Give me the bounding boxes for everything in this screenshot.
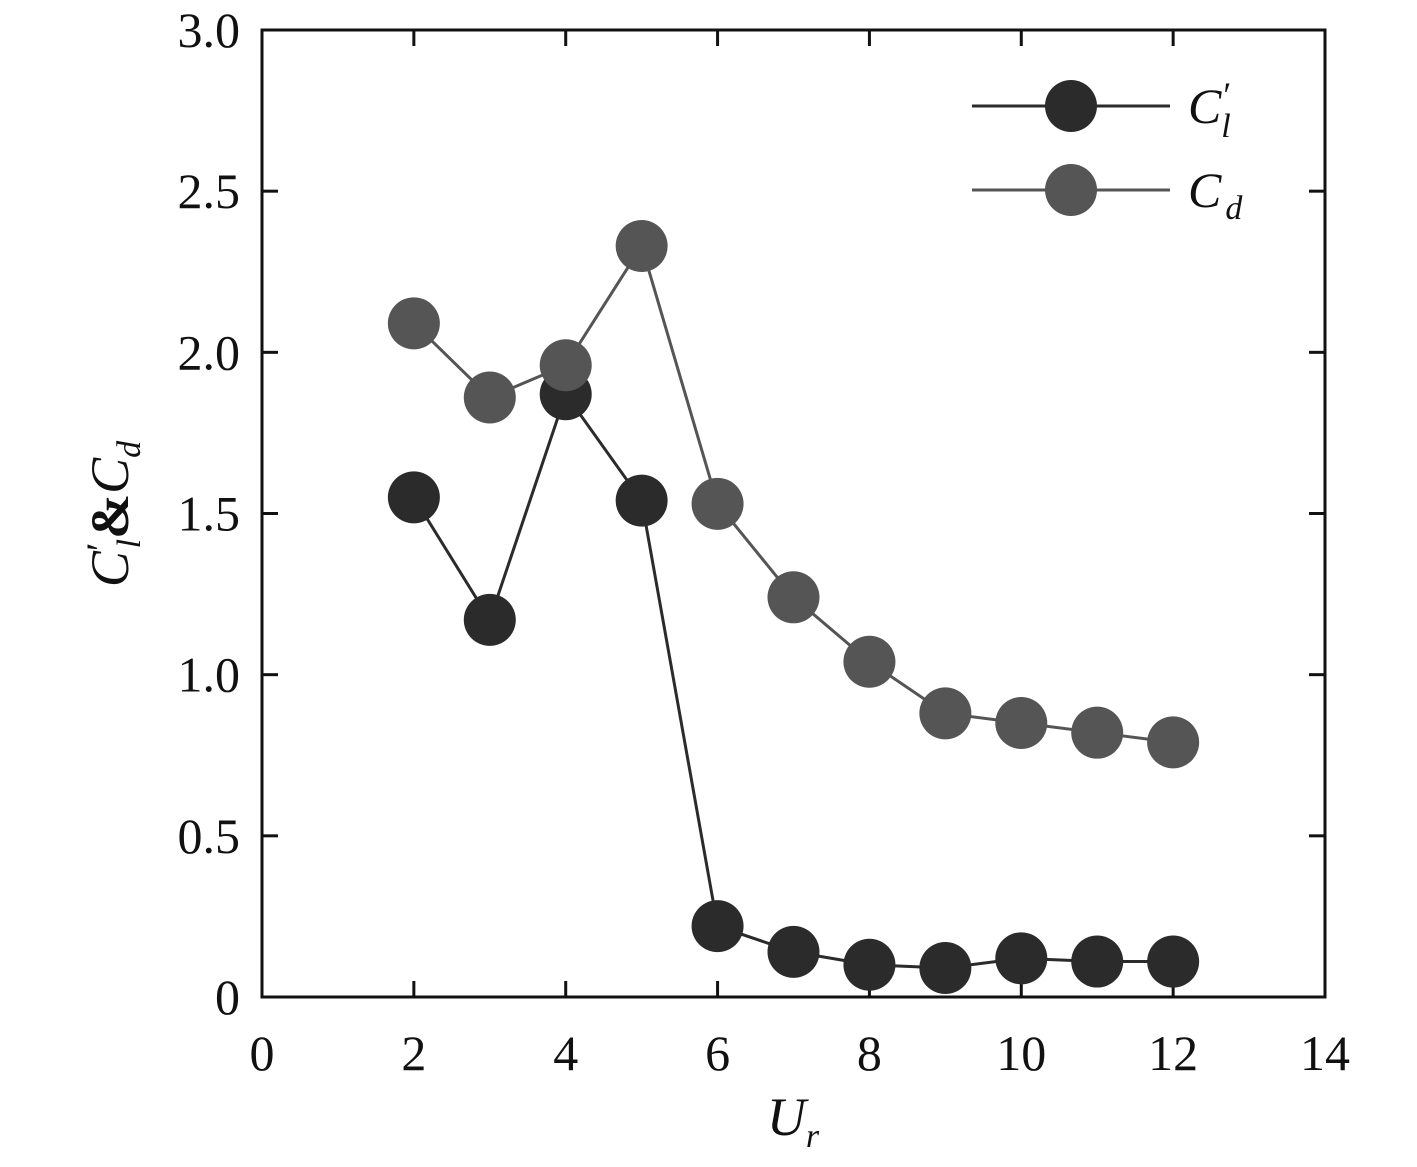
legend-label-cd-main: C (1188, 162, 1222, 218)
x-tick-label: 2 (401, 1025, 426, 1081)
x-axis-title-sub: r (806, 1118, 820, 1155)
y-tick-label: 0 (215, 969, 240, 1025)
legend-entry-cl: C′ l (972, 75, 1231, 145)
y-axis-title-c2: C (80, 457, 140, 494)
axis-tick-labels: 0 2 4 6 8 10 12 14 0 0.5 1.0 1.5 2.0 2.5 3.0 (178, 2, 1351, 1081)
legend-label-cd-sub: d (1225, 190, 1243, 227)
data-point (1147, 716, 1200, 769)
legend-marker-cl (1045, 80, 1097, 132)
x-tick-label: 6 (705, 1025, 730, 1081)
data-point (1071, 935, 1124, 988)
x-axis-title-main: U (767, 1087, 809, 1147)
series-cl (387, 368, 1200, 994)
y-tick-label: 2.0 (178, 324, 241, 380)
data-point (615, 474, 668, 527)
series-layer (387, 219, 1200, 994)
data-point (691, 477, 744, 530)
data-point (539, 339, 592, 392)
legend-label-cl-main: C (1188, 78, 1222, 134)
data-point (843, 635, 896, 688)
legend-label-cl: C′ l (1188, 75, 1231, 145)
x-tick-label: 0 (250, 1025, 275, 1081)
data-point (767, 571, 820, 624)
data-point (1147, 935, 1200, 988)
data-point (463, 593, 516, 646)
data-point (387, 297, 440, 350)
legend-marker-cd (1045, 164, 1097, 216)
data-point (995, 697, 1048, 750)
y-tick-label: 1.0 (178, 647, 241, 703)
axis-ticks (260, 28, 1327, 999)
y-axis-title-amp: & (80, 494, 140, 539)
x-axis-title: Ur (767, 1087, 820, 1155)
y-tick-label: 1.5 (178, 486, 241, 542)
x-tick-label: 14 (1300, 1025, 1350, 1081)
data-point (995, 932, 1048, 985)
legend-label-cl-sub: l (1221, 108, 1230, 145)
x-tick-label: 10 (996, 1025, 1046, 1081)
y-tick-label: 2.5 (178, 163, 241, 219)
data-point (1071, 706, 1124, 759)
y-tick-label: 3.0 (178, 2, 241, 58)
y-axis-title-prime: ′ (78, 542, 123, 551)
y-axis-title-sub-l: l (111, 539, 148, 548)
data-point (919, 941, 972, 994)
x-tick-label: 4 (553, 1025, 578, 1081)
series-line (412, 242, 1174, 744)
series-line (412, 390, 1174, 970)
y-axis-title: C′l&Cd (78, 440, 148, 587)
y-tick-label: 0.5 (178, 808, 241, 864)
x-tick-label: 8 (857, 1025, 882, 1081)
data-point (919, 687, 972, 740)
series-cd (387, 219, 1200, 769)
data-point (767, 925, 820, 978)
y-axis-title-c1: C (80, 550, 140, 587)
y-axis-title-sub-d: d (111, 440, 148, 458)
data-point (615, 219, 668, 272)
data-point (691, 900, 744, 953)
x-tick-label: 12 (1148, 1025, 1198, 1081)
data-point (463, 371, 516, 424)
legend-label-cl-prime: ′ (1223, 75, 1231, 115)
data-point (387, 471, 440, 524)
data-point (843, 938, 896, 991)
